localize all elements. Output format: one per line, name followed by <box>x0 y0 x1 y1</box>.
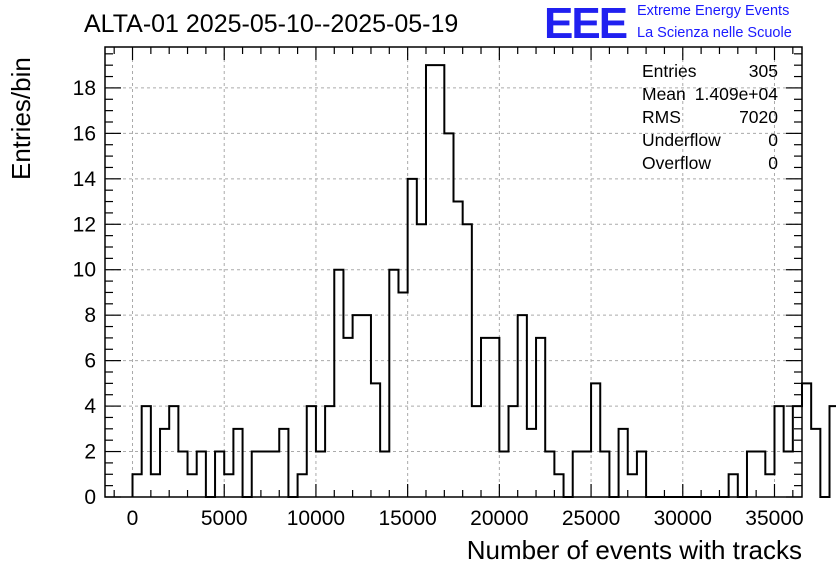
x-tick-label: 30000 <box>654 507 712 530</box>
stats-entries-row: Entries 305 <box>642 60 778 83</box>
stats-underflow-value: 0 <box>768 130 778 150</box>
y-tick-label: 10 <box>73 259 96 282</box>
stats-rms-value: 7020 <box>739 107 778 127</box>
x-axis-label: Number of events with tracks <box>466 535 802 565</box>
stats-mean-value: 1.409e+04 <box>694 84 778 104</box>
logo-caption-line1: Extreme Energy Events <box>637 3 790 19</box>
x-tick-label: 0 <box>127 507 139 530</box>
x-tick-label: 20000 <box>470 507 528 530</box>
y-tick-label: 2 <box>84 441 96 464</box>
stats-underflow-row: Underflow 0 <box>642 129 778 152</box>
stats-entries-label: Entries <box>642 61 697 81</box>
y-axis-label: Entries/bin <box>6 57 36 180</box>
x-tick-label: 25000 <box>562 507 620 530</box>
stats-underflow-label: Underflow <box>642 130 721 150</box>
logo-caption-line2: La Scienza nelle Scuole <box>637 25 792 41</box>
stats-rms-row: RMS 7020 <box>642 106 778 129</box>
y-tick-label: 8 <box>84 304 96 327</box>
stats-mean-row: Mean 1.409e+04 <box>642 83 778 106</box>
y-tick-label: 0 <box>84 486 96 509</box>
x-tick-label: 35000 <box>745 507 803 530</box>
stats-overflow-value: 0 <box>768 153 778 173</box>
stats-rms-label: RMS <box>642 107 681 127</box>
axis-ticks <box>105 47 802 498</box>
y-tick-label: 6 <box>84 350 96 373</box>
y-tick-label: 16 <box>73 122 96 145</box>
y-tick-label: 18 <box>73 77 96 100</box>
y-tick-label: 12 <box>73 213 96 236</box>
eee-logo: EEE <box>544 0 628 48</box>
stats-mean-label: Mean <box>642 84 686 104</box>
y-tick-label: 14 <box>73 168 97 191</box>
stats-entries-value: 305 <box>748 61 778 81</box>
plot-frame <box>104 46 803 498</box>
x-tick-label: 15000 <box>378 507 436 530</box>
x-tick-label: 10000 <box>287 507 345 530</box>
tick-labels: 0 5000 10000 15000 20000 25000 30000 35000 0 2 4 6 8… <box>73 77 804 530</box>
stats-overflow-row: Overflow 0 <box>642 152 778 175</box>
chart-title: ALTA-01 2025-05-10--2025-05-19 <box>84 10 459 38</box>
stats-overflow-label: Overflow <box>642 153 712 173</box>
histogram-outline <box>131 64 836 498</box>
y-tick-label: 4 <box>84 395 96 418</box>
x-tick-label: 5000 <box>201 507 248 530</box>
stats-box: Entries 305 Mean 1.409e+04 RMS 7020 Unde… <box>642 60 778 175</box>
